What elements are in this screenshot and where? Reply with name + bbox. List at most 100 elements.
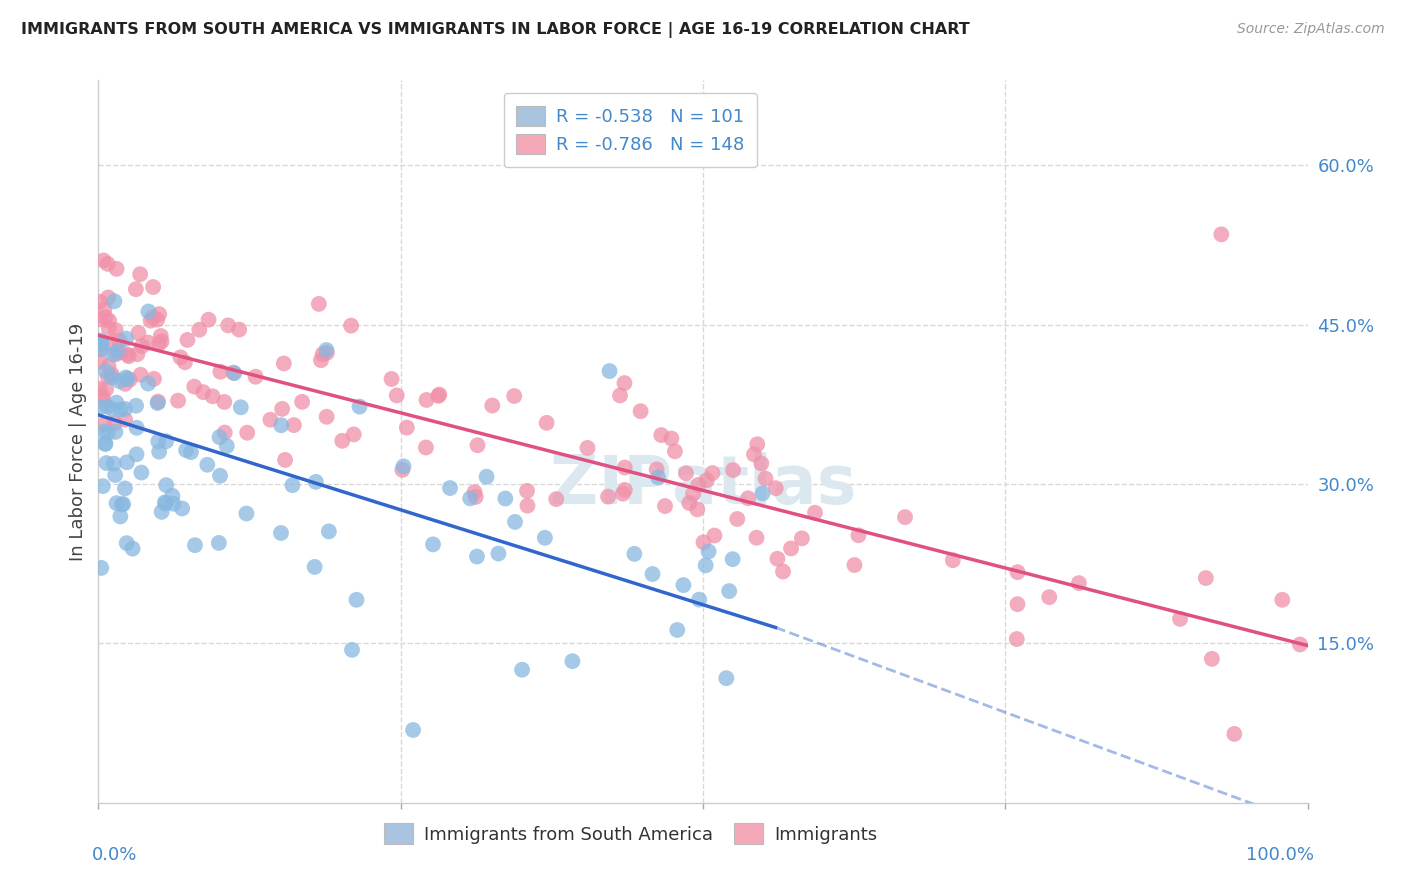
Point bbox=[150, 334, 173, 349]
Point bbox=[465, 549, 488, 564]
Point bbox=[153, 495, 176, 509]
Point bbox=[510, 663, 533, 677]
Point bbox=[127, 326, 149, 340]
Point bbox=[174, 443, 197, 458]
Point bbox=[475, 469, 498, 483]
Point bbox=[1007, 597, 1029, 611]
Point bbox=[270, 418, 292, 433]
Point bbox=[546, 492, 568, 507]
Point bbox=[148, 307, 170, 321]
Point bbox=[214, 395, 236, 409]
Point bbox=[274, 453, 297, 467]
Point bbox=[89, 334, 111, 348]
Point bbox=[1271, 592, 1294, 607]
Point bbox=[309, 353, 332, 368]
Point bbox=[718, 584, 741, 599]
Point bbox=[148, 434, 170, 449]
Point bbox=[749, 457, 772, 471]
Point bbox=[1067, 576, 1090, 591]
Point bbox=[942, 553, 965, 567]
Point bbox=[97, 369, 120, 384]
Point bbox=[217, 318, 239, 333]
Point bbox=[100, 336, 122, 351]
Point bbox=[742, 447, 765, 461]
Point bbox=[630, 404, 652, 418]
Point bbox=[516, 483, 538, 498]
Point bbox=[105, 261, 128, 276]
Y-axis label: In Labor Force | Age 16-19: In Labor Force | Age 16-19 bbox=[69, 322, 87, 561]
Point bbox=[304, 560, 326, 574]
Point bbox=[91, 479, 114, 493]
Point bbox=[167, 393, 190, 408]
Point bbox=[664, 444, 686, 458]
Point bbox=[650, 428, 672, 442]
Point bbox=[103, 457, 125, 471]
Point bbox=[1195, 571, 1218, 585]
Point bbox=[481, 399, 503, 413]
Point bbox=[385, 388, 408, 402]
Point bbox=[209, 468, 232, 483]
Point bbox=[191, 385, 214, 400]
Point bbox=[340, 318, 363, 333]
Text: ZIP​atlas: ZIP​atlas bbox=[550, 452, 856, 518]
Point bbox=[155, 434, 177, 449]
Point bbox=[273, 356, 295, 370]
Point bbox=[688, 592, 710, 607]
Point bbox=[104, 323, 127, 337]
Point bbox=[155, 496, 177, 510]
Point bbox=[283, 418, 305, 433]
Point bbox=[139, 313, 162, 327]
Point bbox=[1168, 612, 1191, 626]
Point bbox=[148, 444, 170, 458]
Point bbox=[209, 365, 232, 379]
Point bbox=[97, 257, 120, 271]
Point bbox=[486, 547, 509, 561]
Point bbox=[737, 491, 759, 506]
Point bbox=[1038, 590, 1060, 604]
Point bbox=[716, 671, 738, 685]
Text: 0.0%: 0.0% bbox=[93, 847, 138, 864]
Point bbox=[125, 421, 148, 435]
Point bbox=[127, 347, 149, 361]
Point bbox=[682, 487, 704, 501]
Point bbox=[561, 654, 583, 668]
Point bbox=[1201, 652, 1223, 666]
Point bbox=[688, 478, 710, 492]
Point bbox=[107, 344, 129, 359]
Point bbox=[104, 468, 127, 483]
Point bbox=[458, 491, 481, 506]
Point bbox=[142, 310, 165, 325]
Point bbox=[281, 478, 304, 492]
Point bbox=[645, 462, 668, 476]
Point bbox=[236, 425, 259, 440]
Point bbox=[613, 376, 636, 390]
Point bbox=[188, 323, 211, 337]
Point bbox=[142, 280, 165, 294]
Point bbox=[765, 481, 787, 495]
Point bbox=[790, 532, 813, 546]
Text: 100.0%: 100.0% bbox=[1246, 847, 1313, 864]
Point bbox=[654, 499, 676, 513]
Point bbox=[623, 547, 645, 561]
Point bbox=[721, 463, 744, 477]
Point bbox=[686, 502, 709, 516]
Point bbox=[270, 526, 292, 541]
Text: IMMIGRANTS FROM SOUTH AMERICA VS IMMIGRANTS IN LABOR FORCE | AGE 16-19 CORRELATI: IMMIGRANTS FROM SOUTH AMERICA VS IMMIGRA… bbox=[21, 22, 970, 38]
Point bbox=[464, 490, 486, 504]
Point bbox=[766, 551, 789, 566]
Point bbox=[612, 486, 634, 500]
Point bbox=[1007, 565, 1029, 579]
Point bbox=[104, 347, 127, 361]
Point bbox=[804, 506, 827, 520]
Point bbox=[346, 592, 368, 607]
Point bbox=[105, 395, 128, 409]
Point bbox=[90, 343, 112, 357]
Point bbox=[146, 312, 169, 326]
Point bbox=[609, 388, 631, 402]
Point bbox=[215, 439, 238, 453]
Point bbox=[90, 561, 112, 575]
Point bbox=[105, 496, 128, 510]
Point bbox=[427, 389, 450, 403]
Point bbox=[721, 552, 744, 566]
Point bbox=[89, 355, 111, 369]
